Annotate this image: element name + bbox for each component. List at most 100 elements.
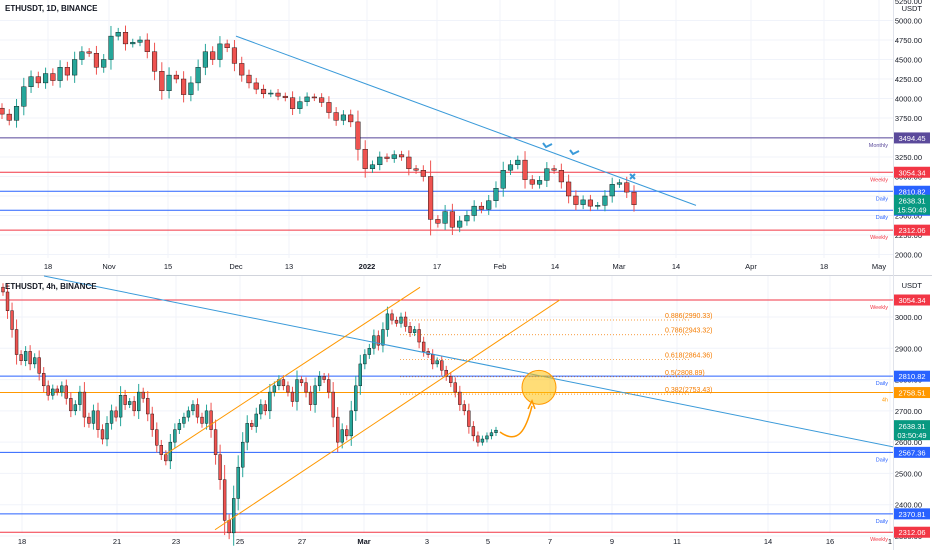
x-tick-label: 23 bbox=[172, 537, 180, 546]
candle-body bbox=[551, 168, 557, 171]
candle-body bbox=[241, 441, 245, 468]
candle-body bbox=[96, 410, 100, 430]
candle-body bbox=[100, 429, 105, 440]
candle-body bbox=[297, 101, 303, 109]
candle-body bbox=[231, 498, 236, 534]
candle-body bbox=[231, 47, 238, 64]
candle-body bbox=[108, 35, 114, 60]
candle-body bbox=[87, 416, 91, 424]
candle-body bbox=[32, 357, 37, 365]
candle-body bbox=[558, 170, 564, 183]
candle-body bbox=[109, 410, 114, 424]
candle-body bbox=[195, 404, 200, 418]
candle-body bbox=[399, 316, 403, 324]
x-tick-label: Mar bbox=[357, 537, 370, 546]
fib-label: 0.618(2864.36) bbox=[665, 352, 712, 359]
price-tag bbox=[894, 185, 930, 197]
x-tick-label: 18 bbox=[18, 537, 26, 546]
y-tick-label: 2000.00 bbox=[895, 251, 922, 260]
candle-body bbox=[202, 51, 208, 68]
blue-tick-marker bbox=[569, 149, 580, 156]
x-tick-label: May bbox=[872, 262, 886, 271]
x-tick-label: Apr bbox=[745, 262, 757, 271]
countdown-text: 15:50:49 bbox=[897, 206, 926, 215]
candle-body bbox=[595, 205, 601, 207]
price-tag-text: 2312.06 bbox=[898, 528, 925, 537]
x-tick-label: Feb bbox=[494, 262, 507, 271]
y-tick-label: 5000.00 bbox=[895, 17, 922, 26]
candle-body bbox=[60, 385, 64, 393]
x-tick-label: 9 bbox=[610, 537, 614, 546]
candle-body bbox=[449, 211, 455, 228]
candle-body bbox=[435, 219, 441, 224]
candle-body bbox=[464, 215, 470, 222]
candle-body bbox=[345, 429, 349, 437]
price-tag-text: 3054.34 bbox=[898, 296, 925, 305]
candle-body bbox=[118, 395, 123, 418]
candle-body bbox=[57, 67, 63, 81]
candle-body bbox=[326, 379, 331, 393]
candle-body bbox=[391, 154, 397, 159]
candle-body bbox=[164, 454, 168, 462]
candle-body bbox=[13, 106, 20, 121]
candle-body bbox=[144, 39, 150, 52]
candle-body bbox=[37, 357, 41, 374]
candle-body bbox=[35, 76, 41, 84]
candle-body bbox=[624, 182, 630, 193]
candle-body bbox=[10, 310, 14, 330]
candle-body bbox=[403, 316, 408, 327]
candle-body bbox=[317, 376, 322, 387]
candle-body bbox=[222, 479, 227, 521]
y-tick-label: 4250.00 bbox=[895, 75, 922, 84]
x-tick-label: 7 bbox=[548, 537, 552, 546]
fib-label: 0.886(2990.33) bbox=[665, 313, 712, 320]
candle-body bbox=[304, 96, 310, 102]
candle-body bbox=[333, 112, 339, 121]
candle-body bbox=[227, 520, 231, 534]
x-tick-label: 17 bbox=[433, 262, 441, 271]
candle-body bbox=[326, 102, 332, 113]
candle-body bbox=[122, 32, 129, 45]
candle-body bbox=[268, 391, 272, 412]
candle-body bbox=[394, 319, 399, 324]
candle-body bbox=[93, 53, 99, 68]
candle-body bbox=[602, 195, 608, 206]
candle-body bbox=[150, 413, 154, 430]
candle-body bbox=[453, 382, 457, 393]
candle-body bbox=[381, 329, 385, 346]
candle-body bbox=[188, 82, 194, 95]
candle-body bbox=[78, 391, 82, 405]
candle-body bbox=[218, 454, 222, 480]
x-tick-label: 2022 bbox=[359, 262, 376, 271]
candle-body bbox=[573, 195, 579, 205]
blue-cross-marker bbox=[629, 173, 636, 180]
channel-upper bbox=[164, 286, 421, 456]
candle-body bbox=[408, 326, 412, 333]
candle-body bbox=[376, 335, 381, 346]
price-tag bbox=[894, 526, 930, 538]
y-tick-label: 4750.00 bbox=[895, 36, 922, 45]
candle-body bbox=[500, 170, 506, 189]
level-label: Daily bbox=[876, 215, 888, 221]
x-tick-label: 18 bbox=[44, 262, 52, 271]
candle-body bbox=[313, 385, 317, 405]
x-tick-label: 13 bbox=[285, 262, 293, 271]
y-tick-label: 3000.00 bbox=[895, 313, 922, 322]
top-chart-symbol: ETHUSDT, 1D, BINANCE bbox=[5, 4, 98, 13]
candle-body bbox=[471, 205, 477, 216]
candle-body bbox=[462, 404, 467, 412]
candle-body bbox=[290, 391, 295, 402]
y-unit-label: USDT bbox=[902, 4, 923, 13]
candle-body bbox=[476, 435, 480, 443]
candle-body bbox=[114, 410, 118, 418]
candle-body bbox=[43, 73, 49, 84]
candle-body bbox=[105, 423, 109, 440]
candle-body bbox=[132, 401, 136, 412]
candle-body bbox=[268, 92, 274, 95]
x-tick-label: 25 bbox=[236, 537, 244, 546]
trendline bbox=[235, 35, 697, 206]
candle-body bbox=[21, 86, 27, 107]
level-label: Daily bbox=[876, 196, 888, 202]
